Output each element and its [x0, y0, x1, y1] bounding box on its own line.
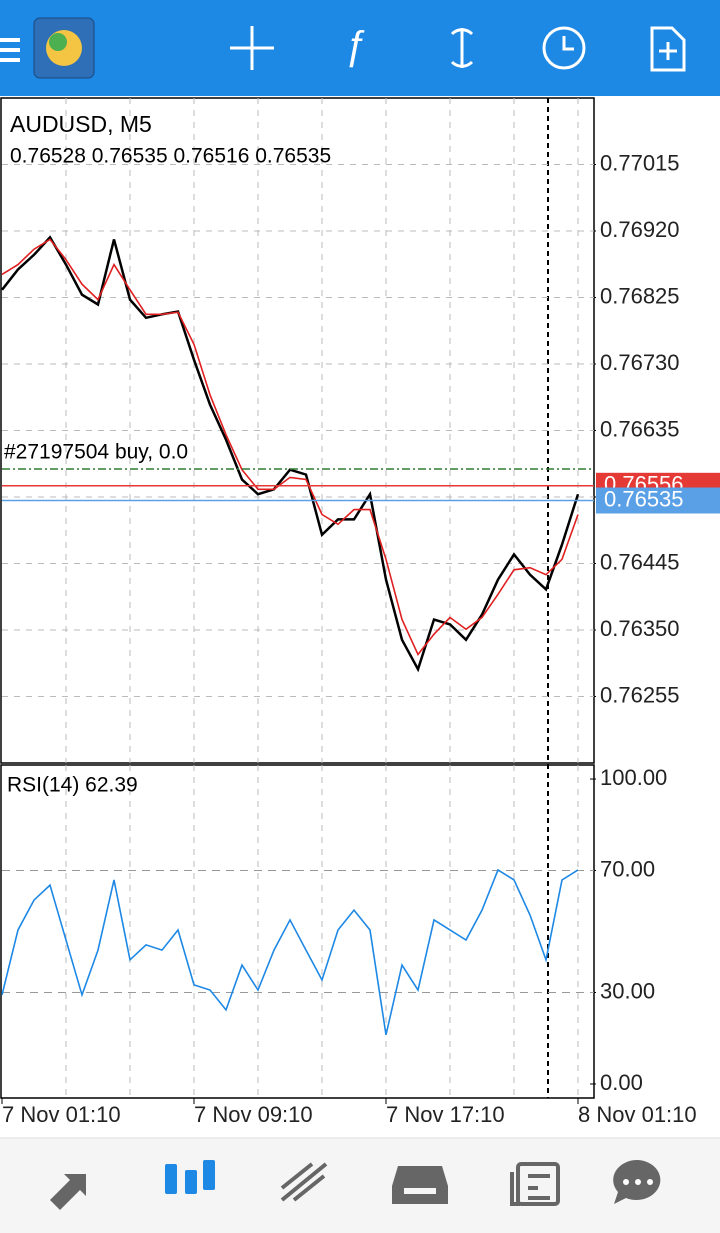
x-tick-label: 7 Nov 01:10 [2, 1102, 121, 1127]
series-line [1, 238, 579, 657]
y-tick-label: 0.76920 [600, 217, 680, 242]
chat-tab[interactable] [613, 1159, 661, 1204]
plot-layer: 0.77015 0.76920 0.76825 0.76730 0.76635 0.765… [1, 98, 720, 1127]
y-tick-label: 0.00 [600, 1070, 643, 1095]
y-tick-label: 30.00 [600, 978, 655, 1003]
history-tab[interactable] [392, 1166, 448, 1204]
symbols-button[interactable] [450, 28, 474, 68]
y-tick-label: 0.76445 [600, 549, 680, 574]
ohlc-text: 0.76528 0.76535 0.76516 0.76535 [10, 145, 331, 168]
menu-button[interactable] [0, 38, 20, 62]
trade-tab[interactable] [280, 1162, 328, 1202]
indicators-button[interactable]: ƒ [344, 24, 366, 70]
top-bar [0, 0, 720, 96]
new-order-button[interactable] [650, 26, 686, 72]
y-tick-label: 0.76730 [600, 350, 680, 375]
trade-label: #27197504 buy, 0.0 [4, 441, 188, 464]
news-tab[interactable] [510, 1162, 560, 1206]
price-tag [596, 487, 720, 514]
y-tick-label: 100.00 [600, 765, 667, 790]
quotes-tab[interactable] [50, 1174, 86, 1210]
crosshair-button[interactable] [230, 26, 274, 70]
indicator-title: RSI(14) 62.39 [7, 774, 138, 797]
app-logo [33, 17, 95, 79]
x-tick-label: 7 Nov 17:10 [386, 1102, 505, 1127]
y-tick-label: 0.76350 [600, 616, 680, 641]
y-tick-label: 0.77015 [600, 150, 680, 175]
x-tick-label: 7 Nov 09:10 [194, 1102, 313, 1127]
bottom-bar [0, 1138, 720, 1233]
price-tag-label: 0.76535 [604, 486, 684, 511]
rsi-panel [0, 764, 595, 1099]
series-line [1, 868, 579, 1036]
timeframe-button[interactable] [542, 26, 586, 70]
y-tick-label: 0.76635 [600, 416, 680, 441]
y-tick-label: 0.76255 [600, 682, 680, 707]
chart-tab[interactable] [165, 1160, 215, 1194]
x-tick-label: 8 Nov 01:10 [578, 1102, 697, 1127]
chart-title: AUDUSD, M5 [10, 111, 152, 137]
y-tick-label: 0.76825 [600, 283, 680, 308]
y-tick-label: 70.00 [600, 856, 655, 881]
